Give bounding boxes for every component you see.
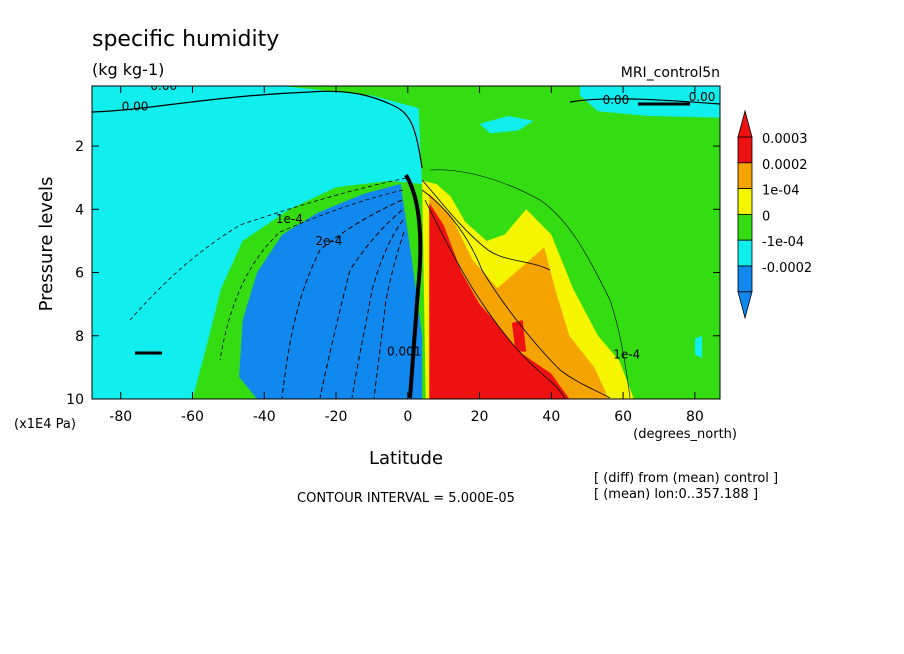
y-tick-label: 8 <box>75 329 84 345</box>
contour-label-3: 0.00 <box>689 90 716 104</box>
colorbar-swatch <box>737 188 753 215</box>
y-tick-label: 2 <box>75 139 84 155</box>
chart-subtitle: (kg kg-1) <box>92 60 164 79</box>
contour-label-4: 1e-4 <box>276 212 303 226</box>
x-axis-label: Latitude <box>369 448 443 469</box>
colorbar-label: -1e-04 <box>762 235 804 250</box>
x-unit-label: (degrees_north) <box>633 427 737 442</box>
contour-region-1 <box>92 86 423 399</box>
x-tick-label: 0 <box>403 409 412 425</box>
y-axis-label: Pressure levels <box>36 177 57 312</box>
colorbar-label: -0.0002 <box>762 261 812 276</box>
contour-region-2 <box>479 116 534 134</box>
colorbar-label: 1e-04 <box>762 184 800 199</box>
colorbar-swatch <box>737 136 753 164</box>
colorbar-label: 0.0002 <box>762 158 808 173</box>
y-tick-label: 10 <box>66 392 84 408</box>
x-tick-label: -40 <box>253 409 276 425</box>
contour-label-2: 0.00 <box>603 93 630 107</box>
contour-region-8 <box>429 203 570 399</box>
contour-label-0: 0.00 <box>150 79 177 93</box>
y-unit-label: (x1E4 Pa) <box>14 417 76 432</box>
colorbar-swatch <box>737 162 753 190</box>
contour-interval: CONTOUR INTERVAL = 5.000E-05 <box>297 491 515 506</box>
x-tick-label: 40 <box>542 409 560 425</box>
x-tick-label: 80 <box>686 409 704 425</box>
contour-label-5: 2e-4 <box>315 234 342 248</box>
y-tick-label: 4 <box>75 202 84 218</box>
contour-region-4 <box>694 335 703 358</box>
colorbar-swatch <box>737 239 753 267</box>
contour-label-7: 0.001 <box>387 345 421 359</box>
colorbar-extend-low <box>737 291 753 320</box>
x-tick-label: -60 <box>181 409 204 425</box>
x-tick-label: 60 <box>614 409 632 425</box>
contour-label-6: 1e-4 <box>613 348 640 362</box>
colorbar-label: 0.0003 <box>762 132 808 147</box>
note-diff: [ (diff) from (mean) control ] <box>594 471 778 486</box>
colorbar-swatch <box>737 213 753 241</box>
colorbar-extend-high <box>737 109 753 138</box>
run-label: MRI_control5n <box>621 65 720 81</box>
colorbar-label: 0 <box>762 209 770 224</box>
contour-region-5 <box>239 184 423 399</box>
chart-title: specific humidity <box>92 27 279 52</box>
contour-lines <box>92 90 720 399</box>
x-tick-label: -80 <box>109 409 132 425</box>
contour-region-3 <box>580 86 720 118</box>
x-tick-label: -20 <box>325 409 348 425</box>
x-tick-label: 20 <box>471 409 489 425</box>
y-tick-label: 6 <box>75 266 84 282</box>
colorbar: 0.0003 0.0002 1e-04 0 -1e-04 -0.0002 <box>737 109 812 320</box>
contour-label-1: 0.00 <box>122 100 149 114</box>
note-mean: [ (mean) lon:0..357.188 ] <box>594 487 758 502</box>
colorbar-swatch <box>737 265 753 293</box>
